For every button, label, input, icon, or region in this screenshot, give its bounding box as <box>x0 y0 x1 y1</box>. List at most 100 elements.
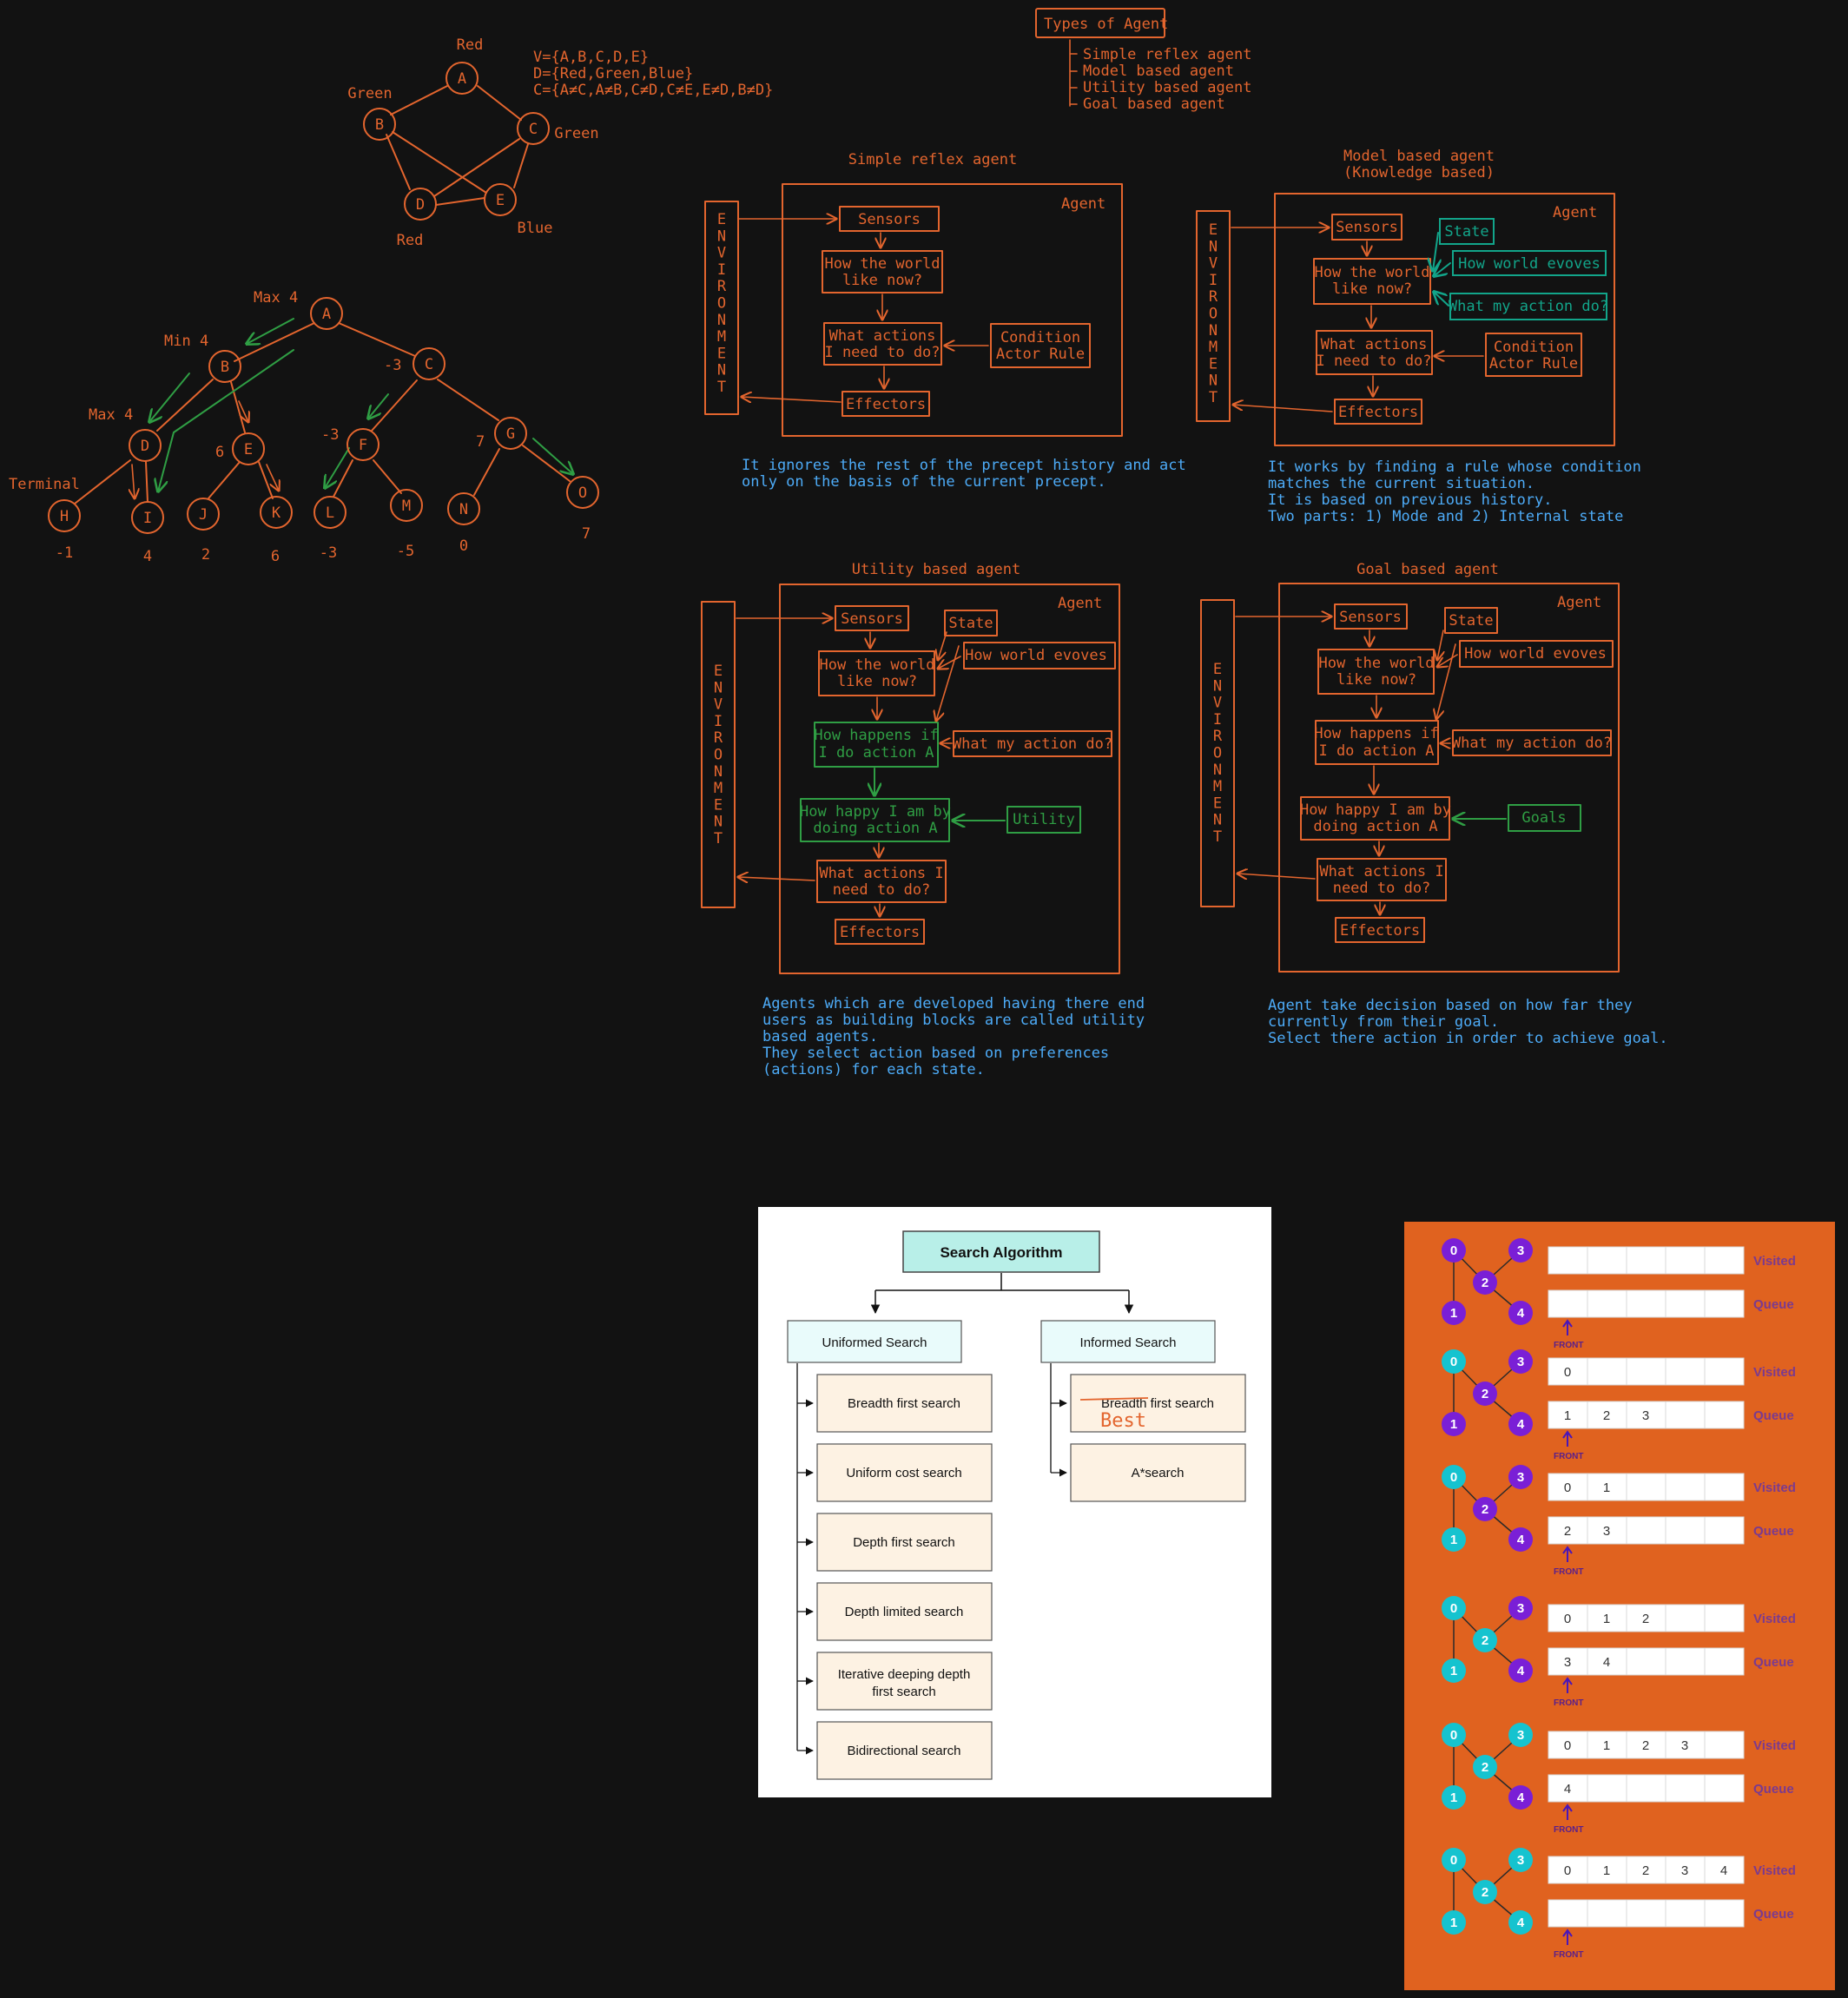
leaf-value: -3 <box>320 544 337 562</box>
label-g-value: 7 <box>476 433 485 451</box>
types-item: Utility based agent <box>1083 79 1251 96</box>
bfs-array-label: Queue <box>1753 1782 1794 1797</box>
bfs-visited-cell <box>1587 1473 1627 1501</box>
leaf-value: 6 <box>271 548 280 565</box>
search-item-label: Iterative deeping depth <box>838 1667 971 1682</box>
search-algorithm-panel: Search Algorithm Uniformed Search Inform… <box>758 1207 1271 1797</box>
ub-desc-4: They select action based on preferences <box>762 1045 1109 1062</box>
bfs-cell-value: 1 <box>1603 1863 1610 1878</box>
gb-happens-2: I do action A <box>1318 742 1434 760</box>
ub-happy-1: How happy I am by <box>800 803 951 821</box>
search-item-label: Bidirectional search <box>848 1744 961 1758</box>
bfs-front-label: FRONT <box>1554 1567 1583 1577</box>
search-item-label: A*search <box>1132 1466 1185 1480</box>
mb-agent-label: Agent <box>1553 204 1597 221</box>
bfs-queue-cell <box>1548 1401 1588 1429</box>
gb-state: State <box>1449 612 1493 630</box>
bfs-cell-value: 2 <box>1642 1612 1649 1626</box>
bfs-node-label: 1 <box>1450 1306 1457 1321</box>
bfs-cell-value: 3 <box>1681 1863 1688 1878</box>
bfs-node <box>1508 1658 1533 1683</box>
bfs-step: 0 1 2 3 4 0 1 Visited 2 3 Queue FRONT <box>1442 1465 1796 1577</box>
search-item-uninformed: Bidirectional search <box>797 1721 993 1780</box>
bfs-node-label: 1 <box>1450 1790 1457 1805</box>
bfs-node-label: 4 <box>1517 1664 1525 1678</box>
bfs-visited-cell <box>1587 1604 1627 1632</box>
bfs-visited-cell <box>1704 1246 1745 1275</box>
search-item-uninformed: Depth limited search <box>797 1582 993 1641</box>
bfs-queue-cell <box>1704 1899 1745 1928</box>
bfs-node <box>1508 1238 1533 1263</box>
csp-label-b: B <box>375 116 384 134</box>
mb-desc-1: It works by finding a rule whose conditi… <box>1268 458 1641 476</box>
bfs-queue-cell <box>1704 1774 1745 1803</box>
bfs-visited-cell <box>1626 1473 1666 1501</box>
leaf-value: 7 <box>582 525 591 543</box>
search-item-label: first search <box>872 1685 935 1699</box>
bfs-panel: 0 1 2 3 4 Visited Queue FRONT 0 1 2 3 4 0 Visited 1 2 3 Qu… <box>1404 1222 1835 1990</box>
sr-desc-1: It ignores the rest of the precept histo… <box>742 457 1186 474</box>
bfs-array-label: Visited <box>1753 1738 1796 1753</box>
mb-title-2: (Knowledge based) <box>1343 164 1495 181</box>
bfs-node-label: 2 <box>1482 1502 1488 1517</box>
bfs-node <box>1508 1301 1533 1325</box>
bfs-cell-value: 2 <box>1642 1738 1649 1753</box>
bfs-queue-cell <box>1626 1289 1666 1318</box>
bfs-node <box>1442 1527 1466 1552</box>
mb-desc-3: It is based on previous history. <box>1268 491 1553 509</box>
tree-label: F <box>359 437 367 454</box>
bfs-node <box>1473 1381 1497 1406</box>
bfs-cell-value: 2 <box>1564 1524 1571 1539</box>
bfs-visited-cell <box>1665 1856 1706 1884</box>
bfs-queue-cell <box>1665 1774 1706 1803</box>
tree-label: D <box>141 438 149 455</box>
bfs-node-label: 1 <box>1450 1916 1457 1930</box>
types-item: Simple reflex agent <box>1083 46 1251 63</box>
search-item-label: Breadth first search <box>1101 1396 1214 1411</box>
bfs-visited-cell <box>1626 1357 1666 1386</box>
gb-evolves: How world evoves <box>1464 645 1607 663</box>
bfs-visited-cell <box>1704 1473 1745 1501</box>
bfs-node-label: 2 <box>1482 1885 1488 1900</box>
bfs-queue-cell <box>1626 1647 1666 1676</box>
bfs-visited-cell <box>1704 1856 1745 1884</box>
bfs-node-label: 3 <box>1517 1728 1524 1743</box>
bfs-node-label: 3 <box>1517 1243 1524 1258</box>
bfs-array-label: Visited <box>1753 1480 1796 1495</box>
sr-agent-label: Agent <box>1061 195 1106 213</box>
search-item-label: Breadth first search <box>848 1396 960 1411</box>
bfs-array-label: Queue <box>1753 1524 1794 1539</box>
tree-node-k <box>260 496 293 529</box>
bfs-node <box>1442 1658 1466 1683</box>
mb-desc-2: matches the current situation. <box>1268 475 1534 492</box>
bfs-front-label: FRONT <box>1554 1698 1583 1708</box>
bfs-front-label: FRONT <box>1554 1341 1583 1350</box>
sr-title: Simple reflex agent <box>848 151 1017 168</box>
tree-node-f <box>346 428 380 461</box>
gb-happy-2: doing action A <box>1313 818 1437 835</box>
types-title: Types of Agent <box>1044 16 1168 33</box>
csp-node-b <box>363 108 396 141</box>
bfs-visited-cell <box>1665 1604 1706 1632</box>
gb-sensors: Sensors <box>1339 609 1402 626</box>
tree-node-l <box>314 496 346 529</box>
bfs-front-label: FRONT <box>1554 1825 1583 1835</box>
bfs-node <box>1508 1465 1533 1489</box>
gb-my-action: What my action do? <box>1452 735 1612 752</box>
tree-label: A <box>322 306 331 323</box>
bfs-node <box>1473 1497 1497 1521</box>
bfs-visited-cell <box>1704 1357 1745 1386</box>
mb-effectors: Effectors <box>1338 404 1418 421</box>
bfs-node-label: 0 <box>1450 1853 1457 1868</box>
sr-actions-2: I need to do? <box>824 344 940 361</box>
bfs-cell-value: 0 <box>1564 1365 1571 1380</box>
bfs-node <box>1508 1596 1533 1620</box>
bfs-node-label: 0 <box>1450 1355 1457 1369</box>
bfs-cell-value: 1 <box>1603 1612 1610 1626</box>
sr-rule-2: Actor Rule <box>996 346 1085 363</box>
ub-desc-3: based agents. <box>762 1028 878 1045</box>
bfs-visited-cell <box>1587 1856 1627 1884</box>
gb-actions-2: need to do? <box>1333 880 1431 897</box>
